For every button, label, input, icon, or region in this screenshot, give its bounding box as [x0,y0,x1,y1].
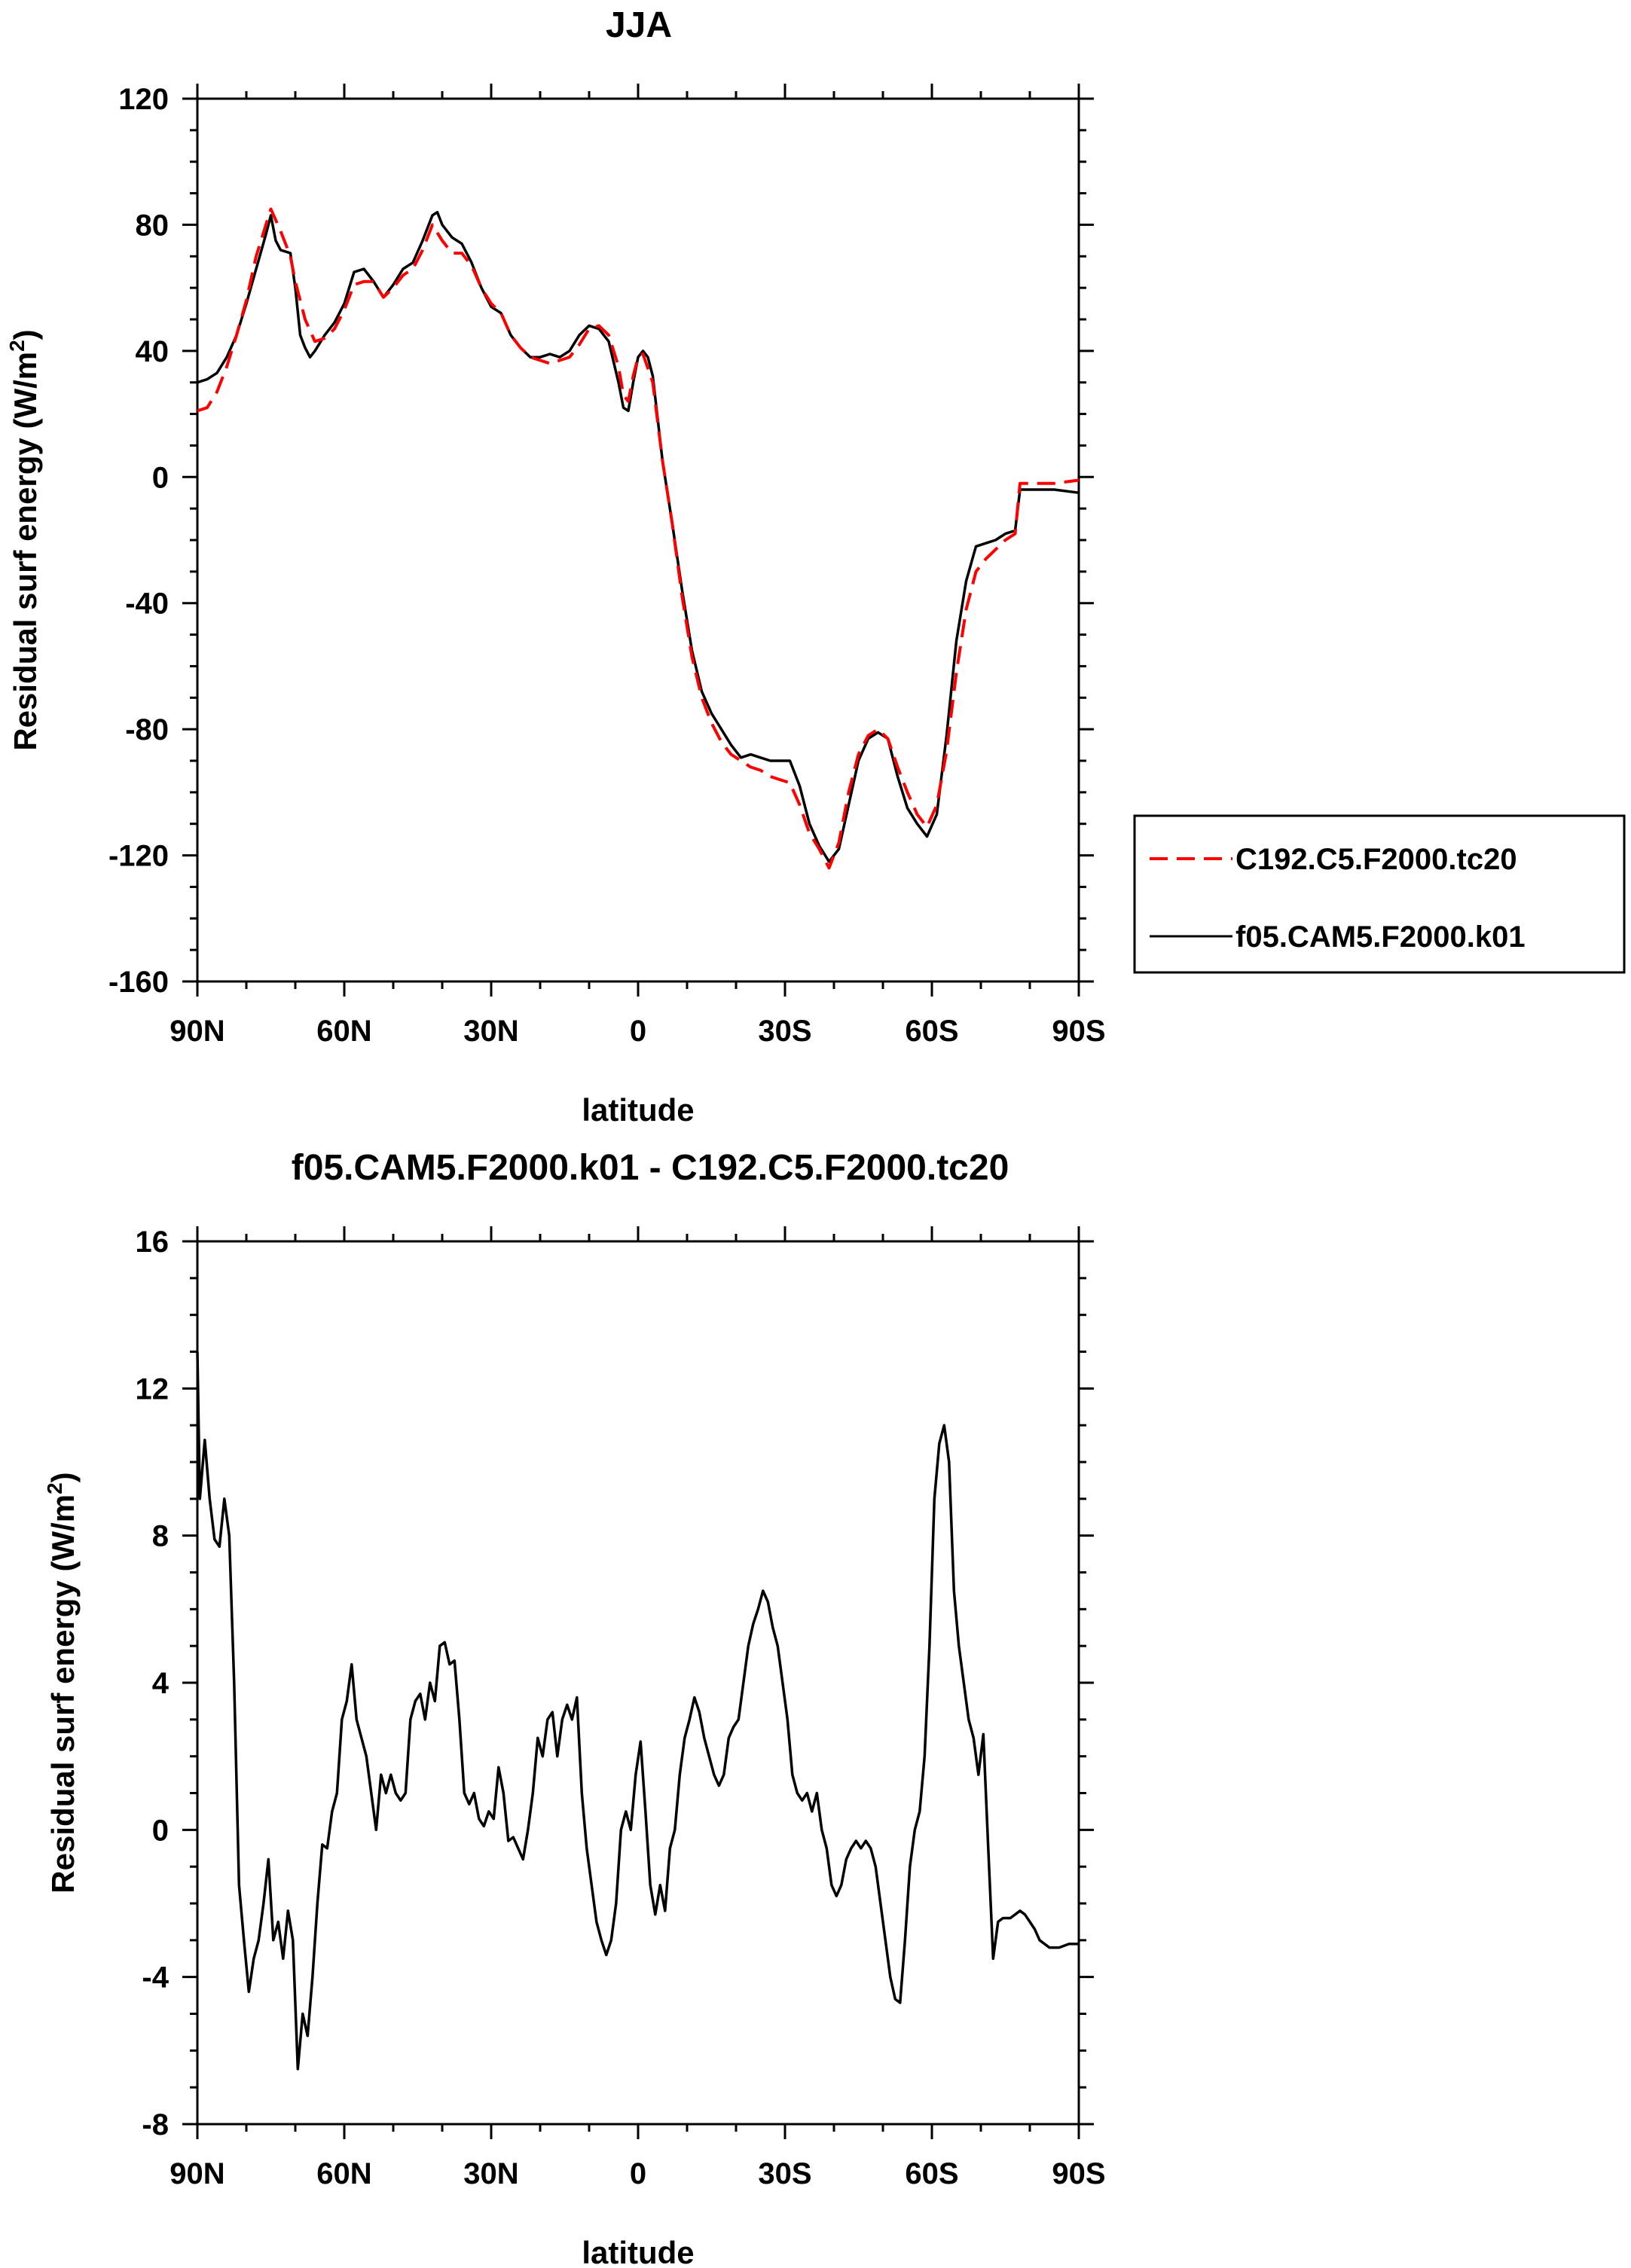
y-axis-label: Residual surf energy (W/m2) [43,1472,81,1893]
plot-frame [196,1240,1080,2126]
y-tick-label: 0 [152,461,169,494]
y-tick-label: -120 [108,840,169,873]
plot-frame [196,97,1080,983]
x-tick-label: 60S [905,1015,958,1048]
x-tick-label: 30N [463,1015,518,1048]
x-tick-label: 60N [316,2157,371,2190]
y-tick-label: 4 [152,1667,170,1700]
y-tick-label: 12 [136,1372,170,1406]
x-tick-label: 30S [758,1015,811,1048]
panel-bottom: f05.CAM5.F2000.k01 - C192.C5.F2000.tc20 … [43,1148,1106,2268]
x-tick-label: 60S [905,2157,958,2190]
chart-title: JJA [606,5,672,45]
y-tick-label: -160 [108,966,169,999]
x-tick-label: 90S [1052,2157,1105,2190]
x-tick-label: 0 [630,1015,646,1048]
y-tick-label: -40 [125,588,169,621]
x-ticks: 90N 60N 30N 0 30S 60S 90S [170,1226,1106,2190]
y-tick-label: 8 [152,1520,169,1553]
y-tick-label: 120 [118,83,169,116]
x-tick-label: 30S [758,2157,811,2190]
y-tick-label: 16 [136,1226,170,1259]
series-line-0 [196,1351,1079,2071]
chart-title: f05.CAM5.F2000.k01 - C192.C5.F2000.tc20 [292,1148,1009,1188]
legend-box [1133,814,1626,974]
y-tick-label: 40 [136,335,170,368]
series-lines [197,207,1080,870]
y-ticks: 16 12 8 4 0 -4 -8 [136,1226,1094,2141]
x-tick-label: 90S [1052,1015,1105,1048]
legend-label-f05: f05.CAM5.F2000.k01 [1235,920,1526,954]
x-tick-label: 90N [170,1015,224,1048]
x-axis-label: latitude [582,1092,694,1128]
y-tick-label: -80 [125,713,169,746]
x-axis-label: latitude [582,2235,694,2268]
panel-top: JJA 120 80 40 0 -40 -80 -120 -160 90N 60N 30N 0 30S… [5,5,1626,1128]
x-tick-label: 60N [316,1015,371,1048]
series-line-1 [197,210,1080,863]
y-tick-label: -8 [142,2108,169,2141]
y-tick-label: 80 [136,209,170,242]
legend: C192.C5.F2000.tc20 f05.CAM5.F2000.k01 [1133,814,1626,974]
y-ticks: 120 80 40 0 -40 -80 -120 -160 [108,83,1094,999]
x-tick-label: 90N [170,2157,224,2190]
legend-label-c192: C192.C5.F2000.tc20 [1235,843,1517,876]
y-tick-label: -4 [142,1961,169,1995]
x-tick-label: 30N [463,2157,518,2190]
y-tick-label: 0 [152,1814,169,1847]
y-axis-label: Residual surf energy (W/m2) [5,329,43,750]
series-lines [196,1351,1079,2071]
x-ticks: 90N 60N 30N 0 30S 60S 90S [170,84,1106,1048]
x-tick-label: 0 [630,2157,646,2190]
series-line-0 [197,207,1080,870]
